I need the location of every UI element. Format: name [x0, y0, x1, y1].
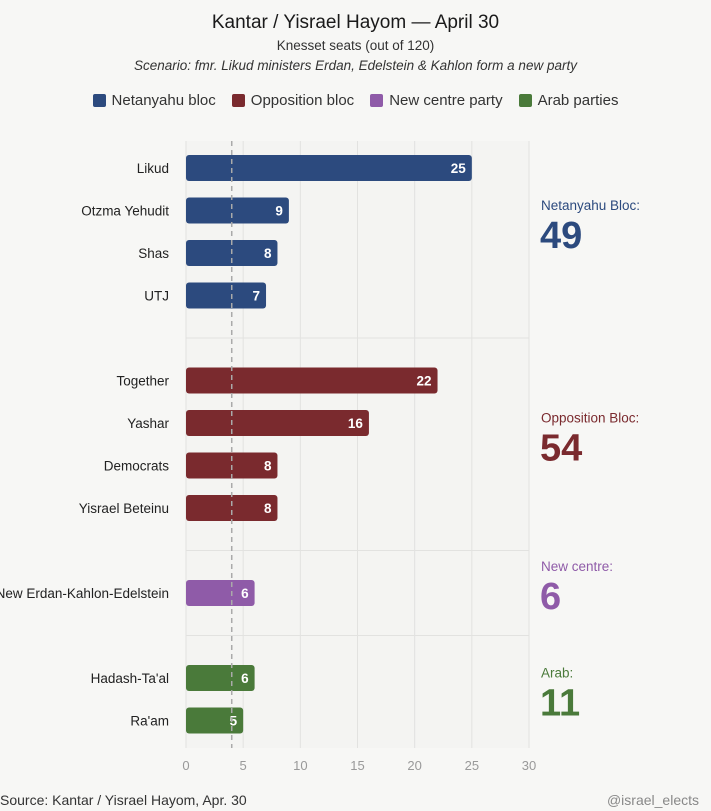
category-label: Hadash-Ta'al — [91, 671, 169, 686]
bar-value-label: 6 — [241, 671, 249, 686]
legend-label: Arab parties — [537, 92, 619, 109]
bar — [186, 707, 244, 734]
bloc-total-value: 54 — [540, 427, 582, 469]
legend-item-new-centre: New centre party — [370, 92, 503, 109]
bar — [186, 665, 255, 691]
bar — [186, 410, 369, 436]
x-tick-label: 0 — [182, 758, 189, 773]
category-label: Otzma Yehudit — [81, 204, 169, 219]
category-label: Likud — [137, 161, 169, 176]
x-tick-label: 20 — [407, 758, 421, 773]
bloc-total-value: 49 — [540, 215, 582, 257]
x-tick-label: 25 — [465, 758, 479, 773]
bar-value-label: 9 — [275, 204, 283, 219]
bar — [186, 197, 289, 224]
bar-value-label: 22 — [417, 374, 432, 389]
legend-label: Netanyahu bloc — [111, 92, 216, 109]
bar-value-label: 8 — [264, 459, 272, 474]
bloc-total-label: Arab: — [541, 665, 573, 680]
bar — [186, 155, 472, 181]
legend-swatch — [92, 94, 106, 107]
category-label: Together — [116, 374, 169, 389]
legend-swatch — [370, 94, 384, 107]
author-handle: @israel_elects — [606, 792, 699, 808]
bloc-total-value: 11 — [540, 682, 580, 724]
chart-legend: Netanyahu bloc Opposition bloc New centr… — [0, 92, 711, 109]
legend-label: Opposition bloc — [250, 92, 355, 109]
bloc-total-value: 6 — [540, 576, 561, 618]
category-label: UTJ — [144, 289, 169, 304]
bar — [186, 282, 267, 309]
legend-label: New centre party — [389, 92, 503, 109]
chart-subtitle: Knesset seats (out of 120) — [276, 38, 435, 53]
bloc-total-label: New centre: — [541, 559, 613, 574]
legend-item-opposition: Opposition bloc — [231, 92, 355, 109]
source-note: Source: Kantar / Yisrael Hayom, Apr. 30 — [0, 792, 247, 808]
category-label: Democrats — [104, 459, 170, 474]
category-label: New Erdan-Kahlon-Edelstein — [0, 586, 169, 601]
x-tick-label: 5 — [240, 758, 247, 773]
bar-value-label: 8 — [264, 246, 272, 261]
bar-value-label: 16 — [348, 416, 364, 431]
chart-title: Kantar / Yisrael Hayom — April 30 — [211, 12, 500, 33]
x-tick-label: 15 — [350, 758, 364, 773]
category-label: Yisrael Beteinu — [79, 501, 169, 516]
bar — [186, 495, 278, 521]
bloc-total-label: Opposition Bloc: — [541, 410, 639, 425]
bar — [186, 580, 255, 606]
chart-scenario-note: Scenario: fmr. Likud ministers Erdan, Ed… — [134, 58, 577, 73]
category-label: Yashar — [127, 416, 169, 431]
legend-swatch — [518, 94, 532, 107]
bloc-total-label: Netanyahu Bloc: — [541, 198, 640, 213]
legend-item-arab: Arab parties — [518, 92, 619, 109]
bar-value-label: 5 — [230, 714, 238, 729]
bar-value-label: 7 — [253, 289, 261, 304]
bar-value-label: 6 — [241, 586, 249, 601]
legend-item-netanyahu: Netanyahu bloc — [92, 92, 216, 109]
bar-value-label: 25 — [451, 161, 467, 176]
category-label: Ra'am — [130, 714, 169, 729]
bar — [186, 367, 438, 394]
x-tick-label: 30 — [522, 758, 536, 773]
x-tick-label: 10 — [293, 758, 307, 773]
category-label: Shas — [138, 246, 169, 261]
legend-swatch — [231, 94, 245, 107]
bar-value-label: 8 — [264, 501, 272, 516]
